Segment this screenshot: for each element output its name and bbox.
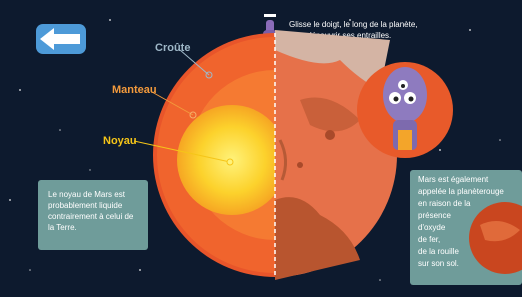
core-label: Noyau [103,135,137,147]
back-button[interactable] [36,24,86,54]
crust-label: Croûte [155,42,190,54]
core-dot [227,159,233,165]
app-screen: Glisse le doigt, le long de la planète,p… [0,0,522,297]
mantle-label: Manteau [112,84,157,96]
alien-character[interactable] [357,62,453,158]
